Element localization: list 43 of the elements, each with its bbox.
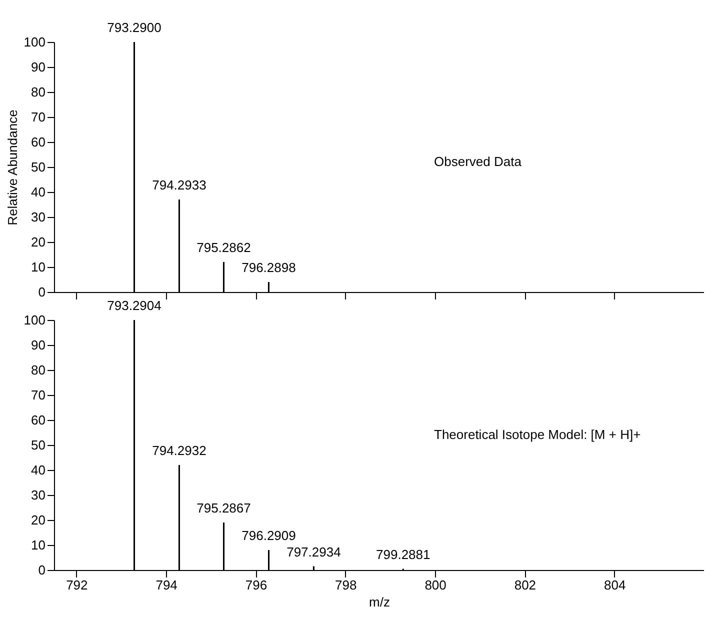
y-tick-label: 70 <box>31 388 46 402</box>
x-tick-label: 800 <box>424 578 446 592</box>
annotation: 799.2881 <box>376 546 430 562</box>
y-axis-title: Relative Abundance <box>4 110 20 226</box>
x-axis-title: m/z <box>369 594 390 610</box>
annotation: 796.2898 <box>242 260 296 275</box>
y-tick-label: 10 <box>31 538 46 552</box>
y-tick-label: 10 <box>31 260 46 274</box>
annotation: 794.2933 <box>152 178 206 192</box>
x-tick-label: 794 <box>156 578 178 592</box>
y-tick-label: 60 <box>31 134 46 150</box>
annotation: Theoretical Isotope Model: [M + H]+ <box>434 427 641 442</box>
annotation: 795.2867 <box>196 500 251 516</box>
y-tick-label: 90 <box>31 338 46 352</box>
x-tick-label: 802 <box>514 578 536 592</box>
annotation: 793.2900 <box>107 20 162 35</box>
y-tick-label: 100 <box>24 34 46 50</box>
y-tick-label: 20 <box>31 234 46 250</box>
y-tick-label: 0 <box>38 284 46 300</box>
y-tick-label: 80 <box>31 84 46 100</box>
x-tick-label: 792 <box>66 578 88 592</box>
annotation: 793.2904 <box>107 298 162 313</box>
y-tick-label: 30 <box>31 488 46 502</box>
x-tick-label: 804 <box>604 578 626 592</box>
annotation: Observed Data <box>434 154 522 169</box>
y-tick-label: 0 <box>38 562 46 578</box>
y-tick-label: 80 <box>31 362 46 378</box>
annotation: 795.2862 <box>196 240 251 255</box>
y-tick-label: 100 <box>24 312 46 328</box>
annotation: 796.2909 <box>242 528 296 543</box>
y-tick-label: 40 <box>31 462 46 478</box>
annotation: 797.2934 <box>286 544 341 560</box>
y-tick-label: 60 <box>31 412 46 428</box>
x-tick-label: 796 <box>245 578 268 592</box>
x-tick-label: 798 <box>335 578 357 592</box>
y-tick-label: 30 <box>31 210 46 224</box>
y-tick-label: 40 <box>31 184 46 200</box>
annotation: 794.2932 <box>152 443 206 458</box>
y-tick-label: 90 <box>31 60 46 74</box>
y-tick-label: 70 <box>31 110 46 124</box>
y-tick-label: 50 <box>31 160 46 174</box>
y-tick-label: 50 <box>31 438 46 452</box>
y-tick-label: 20 <box>31 512 46 528</box>
